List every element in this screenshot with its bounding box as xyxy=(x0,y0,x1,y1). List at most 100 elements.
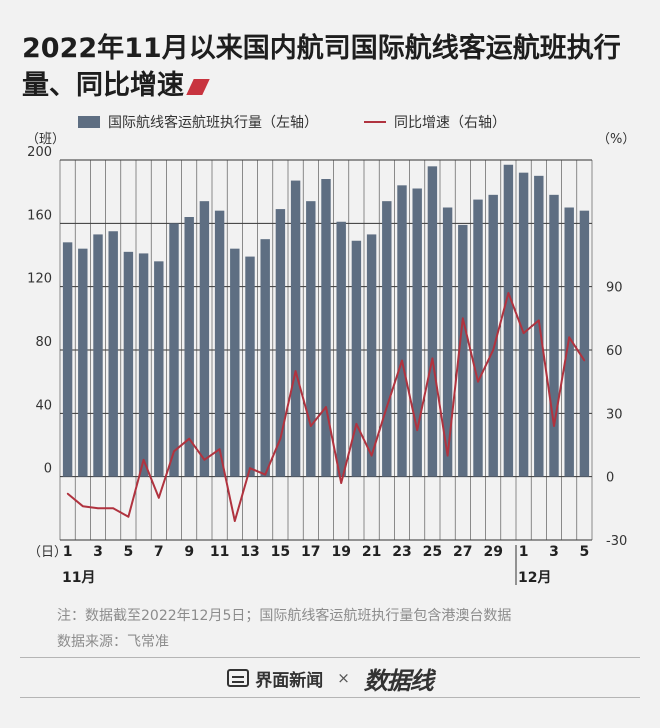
growth-point xyxy=(416,429,419,432)
legend-bar-swatch xyxy=(78,116,100,128)
bar xyxy=(397,185,407,477)
bar xyxy=(382,201,392,477)
bar xyxy=(336,221,346,477)
x-tick-label: 29 xyxy=(483,544,502,560)
growth-point xyxy=(446,454,449,457)
growth-point xyxy=(386,406,388,408)
bar xyxy=(138,253,149,477)
jiemian-logo: 界面新闻 xyxy=(227,666,323,691)
right-tick-label: 30 xyxy=(606,407,623,422)
growth-point xyxy=(401,359,403,362)
bar xyxy=(230,248,240,477)
x-tick-label: 25 xyxy=(423,544,442,560)
footer-separator: × xyxy=(337,669,350,687)
growth-point xyxy=(507,292,510,294)
chart-title: 2022年11月以来国内航司国际航线客运航班执行量、同比增速 xyxy=(22,30,622,104)
left-tick-label: 160 xyxy=(27,208,52,223)
legend-line-swatch xyxy=(364,121,386,123)
bar xyxy=(199,201,210,477)
x-tick-label: 3 xyxy=(93,544,103,560)
left-tick-label: 40 xyxy=(35,398,52,413)
x-tick-label: 1 xyxy=(519,544,529,560)
growth-point xyxy=(294,370,297,372)
bar xyxy=(260,239,270,477)
x-tick-label: 5 xyxy=(580,544,590,560)
right-tick-label: 60 xyxy=(606,344,623,359)
month-label-dec: 12月 xyxy=(518,570,551,586)
bar xyxy=(473,199,483,477)
chart-note: 注：数据截至2022年12月5日；国际航线客运航班执行量包含港澳台数据 xyxy=(57,608,512,624)
x-tick-label: 3 xyxy=(549,544,559,560)
x-tick-label: 23 xyxy=(392,544,411,560)
legend-bar-label: 国际航线客运航班执行量（左轴） xyxy=(108,115,318,131)
x-tick-label: 21 xyxy=(362,544,381,560)
bar xyxy=(78,248,88,477)
growth-point xyxy=(370,454,373,457)
growth-point xyxy=(97,507,99,510)
bar xyxy=(321,179,331,477)
growth-point xyxy=(355,423,358,425)
growth-point xyxy=(249,467,251,470)
right-axis-unit: （%） xyxy=(597,132,635,147)
growth-point xyxy=(522,332,525,334)
growth-point xyxy=(568,336,570,339)
bar xyxy=(412,188,422,477)
bar xyxy=(503,164,514,477)
bar xyxy=(488,194,498,477)
left-tick-label: 0 xyxy=(44,462,52,477)
bar xyxy=(214,210,225,477)
bar xyxy=(245,256,255,477)
growth-point xyxy=(462,317,464,320)
growth-point xyxy=(264,473,267,476)
growth-point xyxy=(127,515,130,518)
right-tick-label: 90 xyxy=(606,281,623,296)
dataline-logo: 数据线 xyxy=(363,666,434,695)
bar xyxy=(458,224,468,477)
left-axis-unit: （班） xyxy=(26,132,65,147)
growth-point xyxy=(82,505,84,508)
x-tick-label: 9 xyxy=(184,544,194,560)
bar xyxy=(518,172,529,477)
growth-point xyxy=(310,425,312,427)
x-tick-label: 15 xyxy=(271,544,290,560)
left-tick-label: 120 xyxy=(27,272,52,287)
growth-point xyxy=(492,349,495,351)
growth-point xyxy=(218,448,221,451)
left-tick-label: 80 xyxy=(35,335,52,350)
chart-title-text: 2022年11月以来国内航司国际航线客运航班执行量、同比增速 xyxy=(22,33,621,101)
growth-point xyxy=(325,406,327,408)
growth-point xyxy=(538,319,540,322)
bar xyxy=(306,201,316,477)
x-tick-label: 11 xyxy=(210,544,229,560)
bar xyxy=(169,223,179,477)
footer: 界面新闻 × 数据线 xyxy=(0,660,660,696)
growth-point xyxy=(188,437,190,440)
growth-point xyxy=(112,507,114,510)
growth-point xyxy=(203,458,206,461)
growth-point xyxy=(553,425,555,427)
x-tick-label: 17 xyxy=(301,544,320,560)
x-tick-label: 19 xyxy=(331,544,350,560)
bar xyxy=(275,209,286,477)
bar xyxy=(108,231,118,477)
growth-point xyxy=(340,482,343,484)
x-axis-unit: （日） xyxy=(28,545,67,560)
chart-legend: 国际航线客运航班执行量（左轴） 同比增速（右轴） xyxy=(78,112,506,132)
growth-point xyxy=(158,496,160,499)
left-tick-label: 200 xyxy=(27,145,52,160)
bar xyxy=(123,251,134,477)
month-label-nov: 11月 xyxy=(62,570,95,586)
right-tick-label: 0 xyxy=(606,471,614,486)
bar xyxy=(549,194,559,477)
chart-source: 数据来源：飞常准 xyxy=(57,634,169,650)
growth-point xyxy=(431,357,434,360)
growth-point xyxy=(583,359,586,362)
bar xyxy=(366,234,377,477)
x-tick-label: 5 xyxy=(124,544,134,560)
growth-point xyxy=(477,380,479,383)
jiemian-logo-text: 界面新闻 xyxy=(255,670,324,691)
growth-point xyxy=(234,520,236,522)
growth-point xyxy=(173,450,175,453)
bar xyxy=(184,217,194,477)
